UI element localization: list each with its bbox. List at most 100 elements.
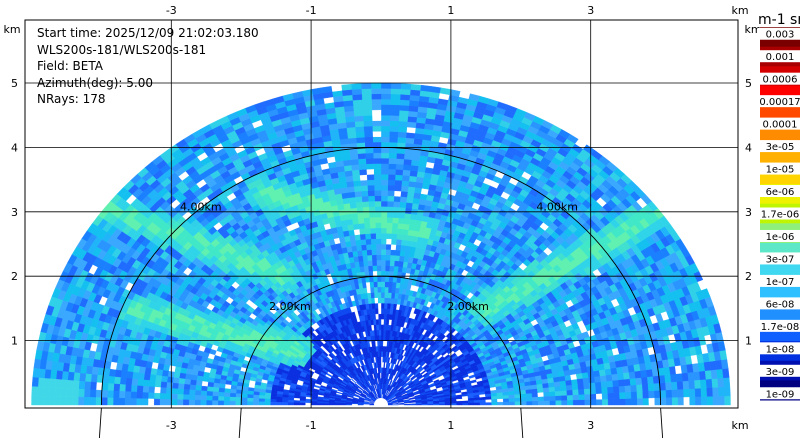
field-cell	[369, 216, 376, 224]
field-cell	[705, 378, 713, 389]
field-cell	[397, 217, 405, 224]
field-cell	[345, 180, 355, 188]
field-cell	[388, 147, 398, 154]
field-cell	[628, 371, 636, 379]
field-cell	[321, 86, 333, 94]
field-cell	[346, 186, 355, 193]
field-cell	[380, 227, 387, 234]
field-cell	[584, 393, 591, 400]
field-cell	[706, 396, 714, 406]
field-cell	[387, 190, 395, 197]
field-cell	[380, 238, 387, 245]
field-cell	[399, 99, 410, 106]
field-cell	[681, 372, 689, 382]
field-cell	[395, 169, 404, 176]
field-cell	[397, 222, 404, 230]
field-cell	[378, 318, 382, 325]
field-cell	[508, 401, 516, 406]
field-cell	[380, 163, 389, 170]
field-cell	[675, 372, 684, 382]
field-cell	[514, 397, 521, 402]
field-cell	[689, 396, 696, 406]
field-cell	[385, 259, 391, 266]
field-cell	[584, 399, 591, 406]
field-cell	[389, 125, 399, 132]
field-cell	[380, 131, 390, 138]
field-cell	[389, 115, 400, 122]
field-cell	[718, 395, 725, 406]
field-cell	[406, 126, 416, 134]
field-cell	[363, 131, 373, 138]
field-cell	[380, 329, 384, 336]
field-cell	[576, 378, 584, 385]
field-cell	[404, 207, 412, 215]
field-cell	[375, 238, 382, 245]
field-cell	[520, 400, 527, 406]
field-cell	[373, 173, 382, 180]
field-cell	[549, 395, 556, 401]
field-cell	[374, 216, 382, 223]
field-cell	[380, 318, 384, 325]
field-cell	[373, 157, 382, 164]
field-cell	[724, 395, 731, 406]
field-cell	[380, 173, 389, 180]
field-cell	[371, 114, 382, 121]
field-cell	[408, 105, 419, 113]
field-cell	[677, 388, 685, 398]
field-cell	[376, 270, 382, 277]
field-cell	[346, 132, 357, 139]
field-cell	[361, 98, 372, 106]
field-cell	[670, 373, 678, 383]
field-cell	[378, 324, 382, 331]
field-cell	[561, 399, 568, 406]
field-cell	[384, 292, 389, 299]
field-cell	[365, 163, 374, 170]
field-cell	[405, 132, 416, 139]
field-cell	[374, 200, 382, 207]
field-cell	[380, 313, 385, 320]
field-cell	[380, 141, 390, 148]
field-cell	[377, 292, 382, 298]
field-cell	[554, 390, 562, 397]
field-cell	[376, 265, 382, 272]
field-cell	[631, 398, 638, 406]
field-cell	[525, 392, 533, 398]
field-cell	[361, 201, 369, 208]
field-cell	[358, 169, 367, 176]
field-cell	[380, 356, 383, 363]
field-cell	[590, 399, 597, 406]
field-cell	[410, 83, 422, 91]
field-cell	[375, 233, 382, 239]
field-cell	[380, 265, 386, 272]
field-cell	[503, 401, 510, 406]
field-cell	[671, 389, 679, 398]
field-cell	[405, 196, 414, 204]
field-cell	[366, 179, 375, 186]
field-cell	[648, 397, 656, 406]
field-cell	[394, 185, 402, 192]
field-cell	[572, 394, 580, 401]
field-cell	[380, 302, 385, 309]
field-cell	[390, 82, 402, 90]
field-cell	[612, 379, 620, 387]
field-cell	[683, 396, 690, 406]
field-cell	[362, 211, 370, 219]
field-cell	[526, 400, 533, 406]
field-cell	[356, 147, 366, 154]
field-cell	[602, 398, 609, 406]
field-cell	[358, 228, 366, 235]
field-cell	[364, 136, 374, 143]
field-cell	[386, 206, 394, 213]
field-cell	[395, 158, 405, 165]
field-cell	[374, 206, 382, 213]
field-cell	[386, 200, 394, 208]
field-cell	[406, 234, 414, 242]
field-cell	[688, 379, 696, 390]
field-cell	[352, 104, 363, 112]
field-cell	[555, 399, 562, 406]
field-cell	[380, 259, 386, 266]
field-cell	[537, 396, 545, 402]
field-cell	[406, 191, 415, 199]
field-cell	[367, 195, 375, 202]
field-cell	[623, 378, 631, 386]
